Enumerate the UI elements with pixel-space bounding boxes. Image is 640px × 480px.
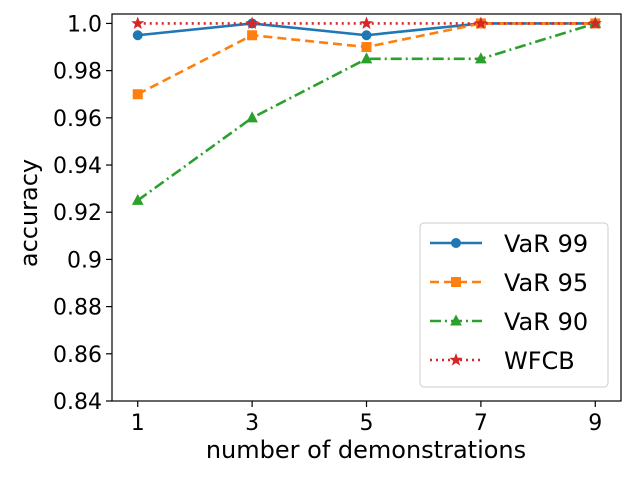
y-tick-label: 0.96	[53, 107, 102, 132]
legend-label: VaR 95	[504, 269, 588, 297]
data-point	[131, 16, 145, 30]
legend-marker	[450, 314, 462, 326]
x-tick-label: 5	[360, 411, 374, 436]
legend-item: VaR 99	[430, 230, 588, 258]
legend-marker	[449, 353, 463, 366]
data-point	[132, 89, 143, 100]
series-wfcb	[131, 16, 602, 30]
x-axis-label: number of demonstrations	[206, 436, 526, 464]
y-tick-label: 0.86	[53, 343, 102, 368]
x-tick-label: 3	[245, 411, 259, 436]
legend: VaR 99 VaR 95 VaR 90 WFCB	[419, 222, 609, 388]
data-point	[475, 52, 487, 64]
data-point	[132, 30, 143, 41]
y-tick-label: 0.9	[67, 248, 102, 273]
legend-marker	[451, 238, 461, 248]
legend-label: VaR 99	[504, 230, 588, 258]
data-point	[588, 16, 602, 30]
x-tick-label: 7	[474, 411, 488, 436]
legend-item: VaR 95	[430, 269, 588, 297]
data-point	[360, 52, 373, 64]
data-point	[247, 30, 258, 41]
y-tick-label: 0.94	[53, 154, 102, 179]
y-tick-label: 0.84	[53, 390, 102, 415]
data-point	[359, 16, 374, 30]
data-point	[474, 16, 488, 30]
y-tick-label: 0.98	[53, 60, 102, 85]
y-tick-label: 0.92	[53, 201, 102, 226]
y-axis-label: accuracy	[15, 159, 43, 267]
series-var-90	[131, 16, 602, 205]
y-tick-label: 1.0	[67, 12, 102, 37]
x-tick-label: 1	[131, 411, 145, 436]
data-point	[246, 111, 258, 123]
legend-label: VaR 90	[504, 308, 588, 336]
x-tick-label: 9	[588, 411, 602, 436]
data-point	[361, 42, 372, 53]
legend-item: VaR 90	[430, 308, 588, 336]
data-point	[131, 193, 144, 205]
legend-label: WFCB	[504, 347, 575, 375]
series-layer	[131, 16, 602, 205]
ticks-layer: 1 3 5 7 9 0.84 0.86 0.88 0.9 0.92 0.94 0.96 0.98 1.0	[53, 12, 602, 436]
data-point	[361, 30, 372, 41]
legend-item: WFCB	[430, 347, 575, 375]
series-line	[136, 22, 596, 202]
y-tick-label: 0.88	[53, 296, 102, 321]
legend-marker	[451, 277, 461, 287]
data-point	[245, 16, 259, 30]
legend-box	[419, 222, 609, 388]
